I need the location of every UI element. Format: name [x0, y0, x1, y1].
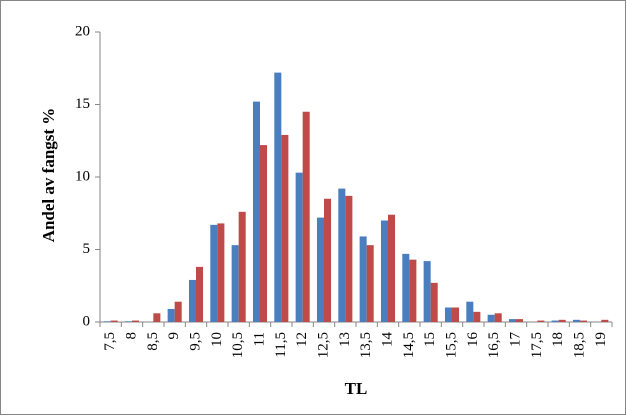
y-axis-title: Andel av fangst % — [39, 108, 58, 243]
x-tick-label: 15 — [422, 332, 438, 347]
x-axis-title: TL — [345, 379, 368, 398]
x-tick-label: 19 — [593, 332, 609, 347]
x-tick-label: 10 — [209, 332, 225, 347]
bar — [402, 253, 410, 322]
bar — [188, 279, 196, 322]
bar — [110, 320, 118, 322]
bar — [537, 320, 545, 322]
bar — [516, 319, 524, 322]
bar — [196, 266, 204, 322]
x-tick-label: 13 — [337, 332, 353, 347]
x-tick-label: 8,5 — [145, 332, 161, 351]
bar — [132, 320, 140, 322]
bar — [444, 307, 452, 322]
bar — [572, 319, 580, 322]
x-tick-label: 17 — [507, 332, 523, 348]
x-tick-label: 12 — [294, 332, 310, 347]
bar — [580, 320, 588, 322]
x-tick-label: 8 — [123, 332, 139, 340]
bar — [217, 223, 225, 322]
bar — [423, 261, 431, 322]
x-tick-label: 9,5 — [187, 332, 203, 351]
y-tick-label: 0 — [83, 313, 91, 329]
bar — [508, 319, 516, 322]
bar — [452, 307, 460, 322]
bar — [380, 220, 388, 322]
x-tick-label: 11 — [251, 332, 267, 346]
x-tick-label: 16 — [465, 332, 481, 348]
bar — [316, 217, 324, 322]
bar — [231, 245, 239, 322]
bar — [487, 314, 495, 322]
bar — [103, 321, 111, 322]
bar — [345, 195, 353, 322]
bar — [388, 214, 396, 322]
bar — [473, 311, 481, 322]
bar — [601, 319, 609, 322]
x-tick-label: 10,5 — [230, 332, 246, 358]
bar — [558, 319, 566, 322]
x-tick-label: 9 — [166, 332, 182, 340]
bar — [274, 72, 282, 322]
x-tick-label: 18 — [550, 332, 566, 347]
bar — [124, 321, 132, 322]
bar — [167, 308, 175, 322]
bar — [551, 320, 559, 322]
bar — [338, 188, 346, 322]
x-tick-label: 7,5 — [102, 332, 118, 351]
y-tick-label: 5 — [83, 241, 91, 257]
x-tick-label: 14 — [379, 332, 395, 348]
y-tick-label: 20 — [75, 23, 90, 39]
x-tick-label: 16,5 — [486, 332, 502, 358]
x-tick-label: 17,5 — [529, 332, 545, 358]
y-tick-label: 10 — [75, 168, 90, 184]
bar — [302, 111, 310, 322]
bar — [238, 211, 246, 322]
bar — [359, 236, 367, 322]
bar — [174, 301, 182, 322]
bar — [252, 101, 260, 322]
bar — [366, 245, 374, 322]
bar — [324, 198, 332, 322]
x-tick-label: 13,5 — [358, 332, 374, 358]
x-tick-label: 15,5 — [443, 332, 459, 358]
bar — [409, 259, 417, 322]
bar — [210, 224, 218, 322]
bar — [295, 172, 303, 322]
bar — [281, 134, 289, 322]
bar — [430, 282, 438, 322]
x-tick-label: 12,5 — [315, 332, 331, 358]
x-tick-label: 11,5 — [273, 332, 289, 358]
bar — [153, 313, 161, 322]
y-tick-label: 15 — [75, 96, 90, 112]
x-tick-label: 14,5 — [401, 332, 417, 358]
x-tick-label: 18,5 — [571, 332, 587, 358]
bar — [466, 301, 474, 322]
bar — [494, 313, 502, 322]
bar — [260, 145, 268, 322]
